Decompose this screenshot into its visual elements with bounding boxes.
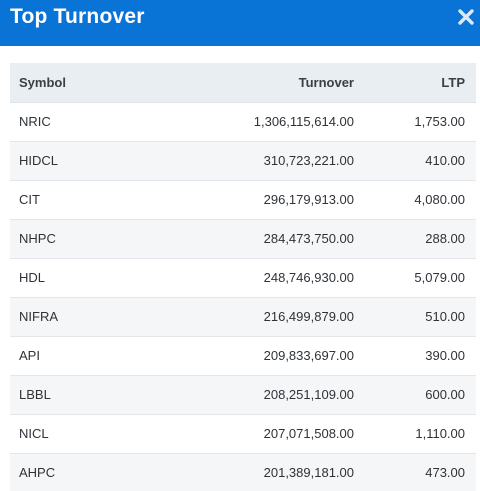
table-row[interactable]: HDL 248,746,930.00 5,079.00 bbox=[10, 258, 476, 298]
cell-symbol: NICL bbox=[10, 414, 150, 454]
table-row[interactable]: LBBL 208,251,109.00 600.00 bbox=[10, 375, 476, 415]
cell-turnover: 310,723,221.00 bbox=[150, 141, 354, 181]
table-row[interactable]: NIFRA 216,499,879.00 510.00 bbox=[10, 297, 476, 337]
table-row[interactable]: NRIC 1,306,115,614.00 1,753.00 bbox=[10, 102, 476, 142]
cell-turnover: 201,389,181.00 bbox=[150, 453, 354, 491]
table-row[interactable]: API 209,833,697.00 390.00 bbox=[10, 336, 476, 376]
cell-symbol: HDL bbox=[10, 258, 150, 298]
column-header-turnover[interactable]: Turnover bbox=[150, 63, 354, 103]
cell-turnover: 208,251,109.00 bbox=[150, 375, 354, 415]
cell-symbol: HIDCL bbox=[10, 141, 150, 181]
cell-turnover: 216,499,879.00 bbox=[150, 297, 354, 337]
cell-ltp: 288.00 bbox=[354, 219, 476, 259]
turnover-table: Symbol Turnover LTP NRIC 1,306,115,614.0… bbox=[10, 63, 476, 491]
table-row[interactable]: NHPC 284,473,750.00 288.00 bbox=[10, 219, 476, 259]
cell-turnover: 296,179,913.00 bbox=[150, 180, 354, 220]
cell-ltp: 600.00 bbox=[354, 375, 476, 415]
table-row[interactable]: AHPC 201,389,181.00 473.00 bbox=[10, 453, 476, 491]
cell-turnover: 1,306,115,614.00 bbox=[150, 102, 354, 142]
table-row[interactable]: CIT 296,179,913.00 4,080.00 bbox=[10, 180, 476, 220]
cell-symbol: NRIC bbox=[10, 102, 150, 142]
cell-symbol: NIFRA bbox=[10, 297, 150, 337]
cell-symbol: NHPC bbox=[10, 219, 150, 259]
cell-turnover: 209,833,697.00 bbox=[150, 336, 354, 376]
cell-ltp: 473.00 bbox=[354, 453, 476, 491]
table-row[interactable]: NICL 207,071,508.00 1,110.00 bbox=[10, 414, 476, 454]
turnover-table-container: Symbol Turnover LTP NRIC 1,306,115,614.0… bbox=[10, 63, 476, 491]
cell-symbol: API bbox=[10, 336, 150, 376]
cell-turnover: 284,473,750.00 bbox=[150, 219, 354, 259]
modal-header: Top Turnover bbox=[0, 0, 480, 46]
cell-ltp: 1,110.00 bbox=[354, 414, 476, 454]
modal-title: Top Turnover bbox=[10, 5, 145, 28]
column-header-symbol[interactable]: Symbol bbox=[10, 63, 150, 103]
cell-ltp: 1,753.00 bbox=[354, 102, 476, 142]
cell-ltp: 510.00 bbox=[354, 297, 476, 337]
cell-symbol: CIT bbox=[10, 180, 150, 220]
cell-ltp: 410.00 bbox=[354, 141, 476, 181]
cell-ltp: 390.00 bbox=[354, 336, 476, 376]
cell-ltp: 4,080.00 bbox=[354, 180, 476, 220]
table-header-row: Symbol Turnover LTP bbox=[10, 63, 476, 103]
table-row[interactable]: HIDCL 310,723,221.00 410.00 bbox=[10, 141, 476, 181]
close-icon bbox=[458, 9, 474, 25]
cell-ltp: 5,079.00 bbox=[354, 258, 476, 298]
column-header-ltp[interactable]: LTP bbox=[354, 63, 476, 103]
close-button[interactable] bbox=[456, 6, 476, 28]
cell-turnover: 207,071,508.00 bbox=[150, 414, 354, 454]
cell-symbol: AHPC bbox=[10, 453, 150, 491]
cell-turnover: 248,746,930.00 bbox=[150, 258, 354, 298]
cell-symbol: LBBL bbox=[10, 375, 150, 415]
